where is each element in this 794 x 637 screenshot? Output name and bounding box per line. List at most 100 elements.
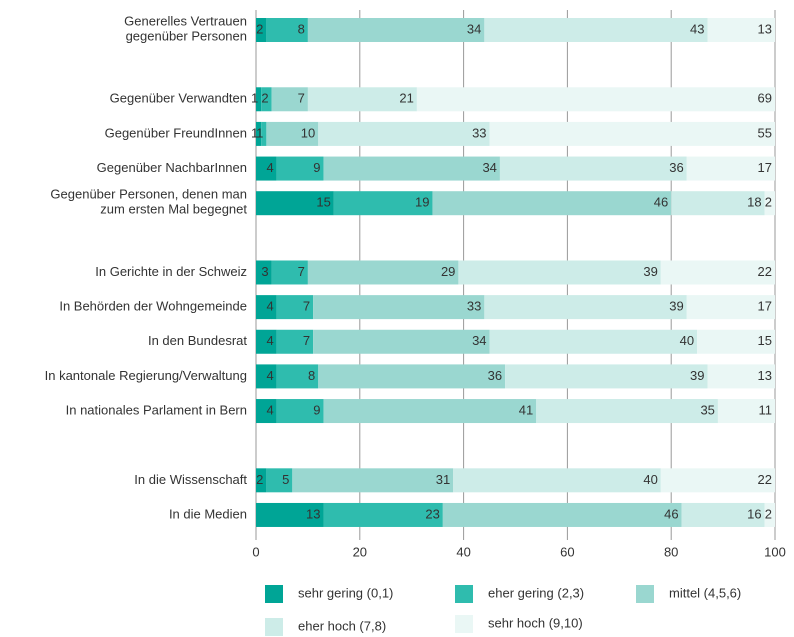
- value-label: 33: [472, 125, 486, 140]
- legend-label: mittel (4,5,6): [669, 585, 741, 600]
- bar-segment: [276, 295, 314, 320]
- bar-segment: [256, 502, 324, 527]
- value-label: 13: [758, 368, 772, 383]
- value-label: 3: [261, 264, 268, 279]
- x-tick-label: 80: [664, 544, 678, 559]
- bar-segment: [307, 87, 417, 112]
- value-label: 2: [256, 472, 263, 487]
- value-label: 2: [765, 195, 772, 210]
- category-label: In nationales Parlament in Bern: [66, 402, 247, 417]
- value-label: 5: [282, 472, 289, 487]
- bar-segment: [256, 156, 277, 181]
- value-label: 7: [303, 333, 310, 348]
- bar-segment: [333, 191, 433, 216]
- bar-segment: [660, 260, 775, 285]
- value-label: 4: [267, 333, 274, 348]
- x-tick-label: 60: [560, 544, 574, 559]
- value-label: 1: [251, 125, 258, 140]
- legend-swatch: [455, 585, 473, 603]
- bar-segment: [671, 191, 765, 216]
- value-label: 33: [467, 299, 481, 314]
- value-label: 36: [669, 160, 683, 175]
- category-label: In kantonale Regierung/Verwaltung: [45, 368, 247, 383]
- value-label: 2: [256, 21, 263, 36]
- value-label: 35: [700, 402, 714, 417]
- bar-segment: [256, 364, 277, 389]
- category-label: Generelles Vertrauen gegenüber Personen: [124, 14, 247, 44]
- bar-segment: [307, 18, 485, 42]
- x-tick-label: 40: [456, 544, 470, 559]
- value-label: 18: [747, 195, 761, 210]
- value-label: 4: [267, 402, 274, 417]
- value-label: 13: [758, 21, 772, 36]
- bar-segment: [256, 468, 267, 493]
- value-label: 2: [261, 91, 268, 106]
- bar-segment: [256, 260, 272, 285]
- value-label: 8: [308, 368, 315, 383]
- value-label: 2: [765, 506, 772, 521]
- bar-segment: [681, 502, 765, 527]
- value-label: 55: [758, 125, 772, 140]
- bar-segment: [536, 399, 718, 424]
- bar-segment: [276, 399, 324, 424]
- bar-segment: [458, 260, 661, 285]
- bar-segment: [697, 329, 775, 354]
- bar-segment: [266, 18, 308, 42]
- legend-label: sehr gering (0,1): [298, 585, 393, 600]
- bar-segment: [489, 329, 698, 354]
- value-label: 46: [664, 506, 678, 521]
- legend-label: eher hoch (7,8): [298, 618, 386, 633]
- value-label: 9: [313, 160, 320, 175]
- bar-segment: [261, 87, 272, 112]
- bar-segment: [256, 191, 334, 216]
- category-label: Gegenüber FreundInnen: [105, 125, 247, 140]
- bar-segment: [266, 468, 293, 493]
- value-label: 10: [301, 125, 315, 140]
- bar-segment: [271, 260, 308, 285]
- value-label: 39: [669, 299, 683, 314]
- bar-segment: [256, 329, 277, 354]
- category-label: Gegenüber NachbarInnen: [97, 160, 247, 175]
- value-label: 9: [313, 402, 320, 417]
- value-label: 31: [436, 472, 450, 487]
- category-label: In Behörden der Wohngemeinde: [59, 299, 247, 314]
- value-label: 21: [399, 91, 413, 106]
- value-label: 40: [643, 472, 657, 487]
- legend-swatch: [455, 615, 473, 633]
- category-label: In den Bundesrat: [148, 333, 247, 348]
- bar-segment: [276, 156, 324, 181]
- bar-segment: [256, 121, 262, 146]
- value-label: 1: [251, 91, 258, 106]
- value-label: 7: [303, 299, 310, 314]
- value-label: 41: [519, 402, 533, 417]
- bar-segment: [256, 87, 262, 112]
- value-label: 29: [441, 264, 455, 279]
- bar-segment: [505, 364, 708, 389]
- bar-segment: [313, 329, 490, 354]
- value-label: 39: [690, 368, 704, 383]
- bar-segment: [256, 295, 277, 320]
- category-label: Gegenüber Personen, denen man zum ersten …: [50, 187, 247, 217]
- bar-segment: [323, 502, 443, 527]
- bar-segment: [271, 87, 308, 112]
- value-label: 7: [298, 264, 305, 279]
- x-tick-label: 100: [764, 544, 786, 559]
- bar-segment: [717, 399, 775, 424]
- value-label: 39: [643, 264, 657, 279]
- category-label: In die Wissenschaft: [134, 472, 247, 487]
- bar-segment: [266, 121, 319, 146]
- legend-swatch: [636, 585, 654, 603]
- bar-segment: [256, 399, 277, 424]
- bar-segment: [313, 295, 485, 320]
- value-label: 19: [415, 195, 429, 210]
- bar-segment: [764, 502, 775, 527]
- value-label: 22: [758, 472, 772, 487]
- value-label: 17: [758, 299, 772, 314]
- bar-segment: [764, 191, 775, 216]
- value-label: 34: [472, 333, 486, 348]
- bar-segment: [484, 295, 687, 320]
- bar-segment: [276, 329, 314, 354]
- bar-segment: [707, 364, 775, 389]
- value-label: 1: [256, 125, 263, 140]
